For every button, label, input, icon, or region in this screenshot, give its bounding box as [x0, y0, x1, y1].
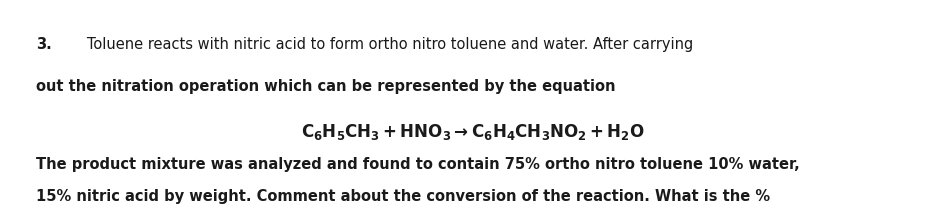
Text: out the nitration operation which can be represented by the equation: out the nitration operation which can be…	[36, 79, 615, 94]
Text: $\mathbf{C_6H_5CH_3 + HNO_3 \rightarrow C_6H_4CH_3NO_2 + H_2O}$: $\mathbf{C_6H_5CH_3 + HNO_3 \rightarrow …	[300, 122, 644, 142]
Text: 3.: 3.	[36, 37, 52, 52]
Text: Toluene reacts with nitric acid to form ortho nitro toluene and water. After car: Toluene reacts with nitric acid to form …	[36, 37, 693, 52]
Text: 15% nitric acid by weight. Comment about the conversion of the reaction. What is: 15% nitric acid by weight. Comment about…	[36, 189, 769, 204]
Text: The product mixture was analyzed and found to contain 75% ortho nitro toluene 10: The product mixture was analyzed and fou…	[36, 157, 799, 172]
